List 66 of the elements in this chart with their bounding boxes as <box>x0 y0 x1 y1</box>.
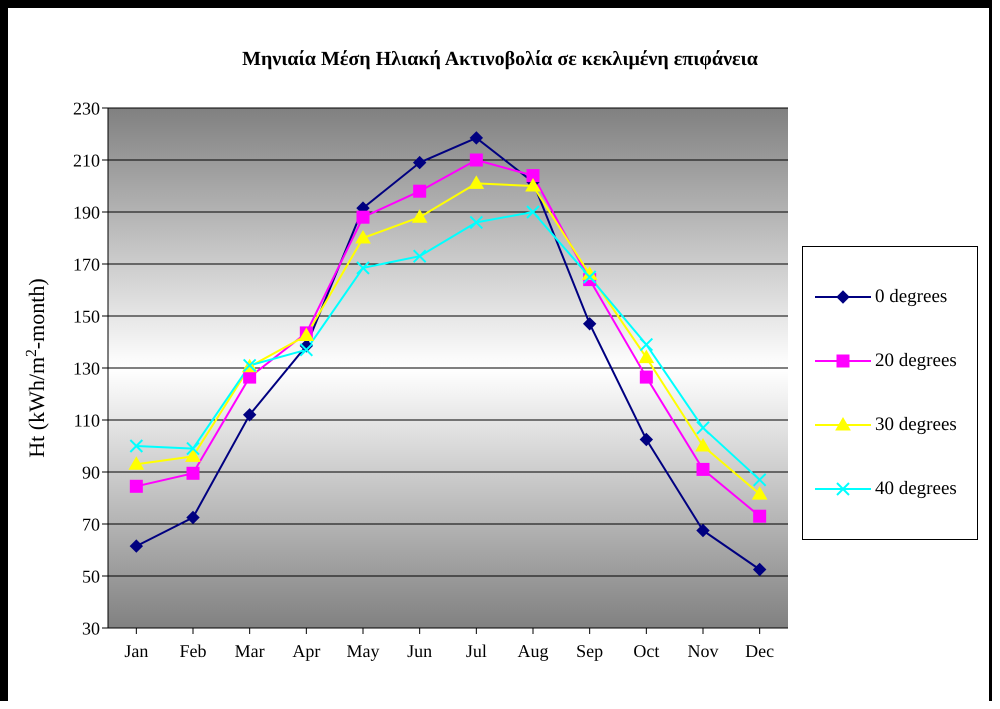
x-tick-label: Jul <box>466 640 487 661</box>
point <box>753 510 766 523</box>
point <box>526 169 540 182</box>
x-tick-label: Jan <box>124 640 148 661</box>
point <box>129 439 144 453</box>
x-tick-label: Mar <box>234 640 265 661</box>
point <box>752 472 767 487</box>
x-tick-label: Dec <box>745 640 774 661</box>
x-tick-label: Nov <box>688 640 718 661</box>
point <box>412 249 427 264</box>
y-tick-label: 30 <box>82 618 100 638</box>
point <box>696 462 710 476</box>
x-tick-label: May <box>346 640 380 661</box>
y-tick-label: 170 <box>73 254 100 274</box>
x-tick-label: Oct <box>633 640 660 661</box>
point <box>243 408 256 422</box>
point <box>696 438 710 452</box>
y-tick-label: 70 <box>82 514 100 534</box>
y-tick-label: 50 <box>82 566 100 586</box>
x-tick-label: Aug <box>518 640 548 661</box>
point <box>356 260 370 275</box>
point <box>299 342 314 357</box>
point <box>186 442 200 456</box>
x-tick-label: Feb <box>180 640 206 661</box>
x-tick-label: Jun <box>407 640 432 661</box>
point <box>753 563 766 576</box>
point <box>752 486 768 500</box>
point <box>470 154 483 166</box>
chart-title: Μηνιαία Μέση Ηλιακή Ακτινοβολία σε κεκλιμένη επιφάνεια <box>241 47 759 72</box>
point <box>130 480 143 493</box>
y-tick-label: 130 <box>73 358 100 378</box>
x-tick-label: Sep <box>576 640 604 661</box>
point <box>413 184 426 198</box>
point <box>186 511 200 524</box>
legend-label: 30 degrees <box>875 414 957 436</box>
point <box>186 448 200 462</box>
point <box>413 156 426 170</box>
point <box>526 178 540 192</box>
point <box>186 466 200 480</box>
point <box>696 524 710 537</box>
y-tick-label: 150 <box>73 306 100 326</box>
legend-label: 0 degrees <box>875 286 948 308</box>
y-tick-label: 210 <box>73 150 100 170</box>
point <box>639 338 654 352</box>
point <box>640 370 653 384</box>
point <box>412 210 428 223</box>
y-tick-label: 90 <box>82 462 100 482</box>
y-tick-label: 110 <box>74 410 100 430</box>
legend-label: 40 degrees <box>875 478 957 500</box>
x-tick-label: Apr <box>292 640 320 661</box>
point <box>696 420 710 435</box>
y-tick-label: 230 <box>73 98 100 118</box>
point <box>356 230 370 244</box>
point <box>468 176 484 189</box>
point <box>128 456 144 470</box>
legend-label: 20 degrees <box>875 350 957 372</box>
point <box>583 317 596 330</box>
y-tick-label: 190 <box>73 202 100 222</box>
point <box>356 210 370 224</box>
point <box>469 215 484 230</box>
point <box>582 270 597 284</box>
point <box>638 350 654 364</box>
point <box>640 433 653 446</box>
point <box>130 540 143 553</box>
point <box>526 205 540 219</box>
point <box>470 131 483 144</box>
